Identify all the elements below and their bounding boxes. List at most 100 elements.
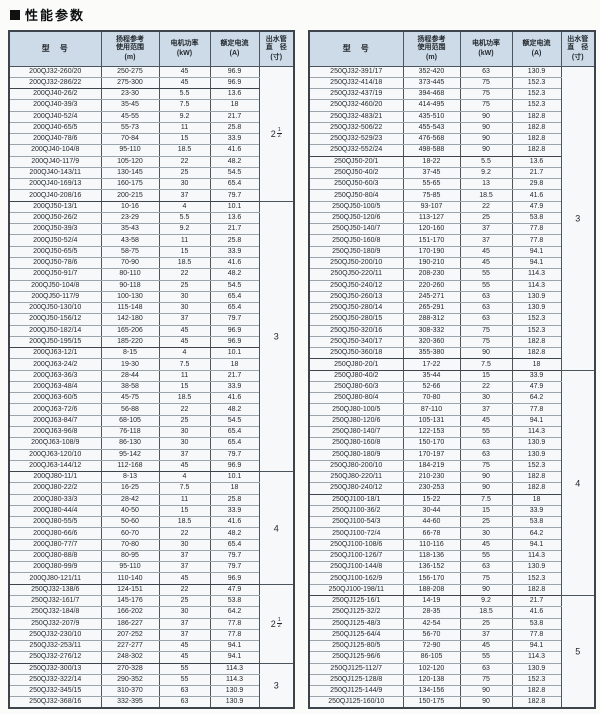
- head-range-cell: 30-44: [402, 504, 461, 518]
- power-cell: 63: [459, 662, 513, 675]
- table-row: 200QJ40-39/3 35-45 7.5 18: [8, 99, 294, 112]
- model-cell: 250QJ32-300/13: [8, 662, 102, 675]
- head-range-cell: 498-588: [402, 144, 461, 157]
- table-row: 250QJ80-180/9 170-197 63 130.9: [308, 448, 595, 461]
- model-cell: 250QJ50-100/5: [308, 200, 404, 213]
- head-range-cell: 332-395: [100, 696, 160, 709]
- table-row: 250QJ80-200/10 184-219 75 152.3: [308, 459, 595, 473]
- current-cell: 33.9: [511, 504, 562, 518]
- table-row: 200QJ50-13/1 10-16 4 10.1 3: [8, 200, 295, 473]
- head-range-cell: 110-116: [402, 538, 461, 551]
- power-cell: 22: [459, 380, 513, 394]
- power-cell: 55: [459, 651, 513, 664]
- power-cell: 22: [158, 268, 211, 281]
- head-range-cell: 414-495: [402, 99, 461, 112]
- table-row: 250QJ100-108/6 110-116 45 94.1: [308, 538, 595, 551]
- model-cell: 200QJ80-55/5: [8, 516, 102, 529]
- model-cell: 200QJ50-65/5: [8, 245, 102, 259]
- head-range-cell: 16-25: [100, 482, 160, 495]
- model-cell: 250QJ32-368/16: [8, 696, 102, 709]
- model-cell: 250QJ100-18/1: [308, 493, 404, 506]
- model-cell: 250QJ32-230/10: [8, 628, 102, 642]
- model-cell: 200QJ80-11/1: [8, 471, 102, 484]
- model-cell: 250QJ50-180/9: [308, 245, 404, 259]
- current-cell: 33.9: [209, 380, 260, 394]
- table-row: 200QJ40-169/13 160-175 30 65.4: [8, 178, 294, 191]
- current-cell: 94.1: [511, 414, 562, 428]
- model-cell: 250QJ80-180/9: [308, 448, 404, 461]
- current-cell: 96.9: [209, 324, 260, 337]
- power-cell: 45: [158, 651, 211, 664]
- table-row: 200QJ63-96/8 76-118 30 65.4: [8, 425, 294, 439]
- head-range-cell: 44-60: [402, 516, 461, 529]
- table-row: 250QJ32-414/18 373-445 75 152.3: [308, 76, 595, 90]
- power-cell: 25: [459, 211, 513, 225]
- power-cell: 5.5: [459, 155, 513, 168]
- head-range-cell: 95-142: [100, 448, 160, 461]
- table-row: 200QJ50-78/6 70-90 18.5 41.6: [8, 257, 294, 270]
- power-cell: 5.5: [158, 211, 211, 225]
- power-cell: 9.2: [459, 166, 513, 180]
- model-cell: 250QJ80-60/3: [308, 380, 404, 394]
- power-cell: 30: [158, 437, 211, 450]
- current-cell: 182.8: [511, 347, 562, 360]
- model-cell: 250QJ32-207/9: [8, 617, 102, 630]
- current-cell: 48.2: [209, 403, 260, 416]
- table-row: 200QJ50-156/12 142-180 37 79.7: [8, 313, 294, 326]
- head-range-cell: 118-136: [402, 549, 461, 563]
- head-range-cell: 45-55: [100, 110, 160, 123]
- model-cell: 250QJ80-140/7: [308, 425, 404, 439]
- head-range-cell: 200-215: [100, 189, 160, 202]
- power-cell: 37: [158, 313, 211, 326]
- table-row: 200QJ80-44/4 40-50 15 33.9: [8, 504, 294, 518]
- table-row: 250QJ32-230/10 207-252 37 77.8: [8, 628, 294, 642]
- table-row: 250QJ100-126/7 118-136 55 114.3: [308, 549, 595, 563]
- model-cell: 200QJ80-22/2: [8, 482, 102, 495]
- table-row: 200QJ63-36/3 28-44 11 21.7: [8, 369, 294, 382]
- table-row: 250QJ50-20/1 18-22 5.5 13.6: [308, 155, 595, 168]
- model-cell: 250QJ50-40/2: [308, 166, 404, 180]
- table-row: 200QJ63-48/4 38-58 15 33.9: [8, 380, 294, 394]
- table-row: 200QJ50-104/8 90-118 25 54.5: [8, 279, 294, 292]
- power-cell: 55: [459, 425, 513, 439]
- head-range-cell: 185-220: [100, 335, 160, 349]
- current-cell: 182.8: [511, 121, 562, 135]
- head-range-cell: 28-44: [100, 369, 160, 382]
- model-cell: 200QJ40-65/5: [8, 121, 102, 135]
- model-cell: 200QJ32-286/22: [8, 76, 102, 90]
- table-row: 250QJ100-162/9 156-170 75 152.3: [308, 572, 595, 585]
- current-cell: 114.3: [511, 549, 562, 563]
- head-range-cell: 8-15: [100, 347, 160, 360]
- current-cell: 53.8: [511, 516, 562, 529]
- page-title: 性能参数: [25, 8, 86, 23]
- power-cell: 90: [459, 347, 513, 360]
- power-cell: 30: [158, 538, 211, 551]
- model-cell: 200QJ63-120/10: [8, 448, 102, 461]
- head-range-cell: 248-302: [100, 651, 160, 664]
- table-row: 250QJ32-161/7 145-176 25 53.8: [8, 594, 294, 608]
- head-range-cell: 105-131: [402, 414, 461, 428]
- model-cell: 200QJ40-169/13: [8, 178, 102, 191]
- power-cell: 45: [158, 640, 211, 653]
- table-row: 250QJ50-160/8 151-170 37 77.8: [308, 234, 595, 247]
- performance-tables: 型 号 扬程参考 使用范围 (m) 电机功率 (kW) 额定电流 (A) 出水管…: [8, 30, 596, 710]
- power-cell: 45: [158, 65, 211, 78]
- current-cell: 41.6: [209, 392, 260, 405]
- head-range-cell: 52-66: [402, 380, 461, 394]
- table-row: 200QJ50-39/3 35-43 9.2 21.7: [8, 223, 294, 236]
- head-range-cell: 184-219: [402, 459, 461, 473]
- model-cell: 200QJ50-52/4: [8, 234, 102, 247]
- power-cell: 7.5: [459, 493, 513, 506]
- power-cell: 22: [158, 403, 211, 416]
- table-row: 250QJ80-220/11 210-230 90 182.8: [308, 471, 595, 484]
- model-cell: 250QJ50-280/14: [308, 302, 404, 315]
- model-cell: 250QJ80-240/12: [308, 482, 404, 495]
- model-cell: 250QJ32-483/21: [308, 110, 404, 123]
- head-range-cell: 245-271: [402, 290, 461, 304]
- power-cell: 11: [158, 493, 211, 506]
- table-row: 200QJ80-33/3 28-42 11 25.8: [8, 493, 294, 506]
- head-range-cell: 95-110: [100, 561, 160, 574]
- model-cell: 200QJ50-117/9: [8, 290, 102, 304]
- current-cell: 130.9: [511, 302, 562, 315]
